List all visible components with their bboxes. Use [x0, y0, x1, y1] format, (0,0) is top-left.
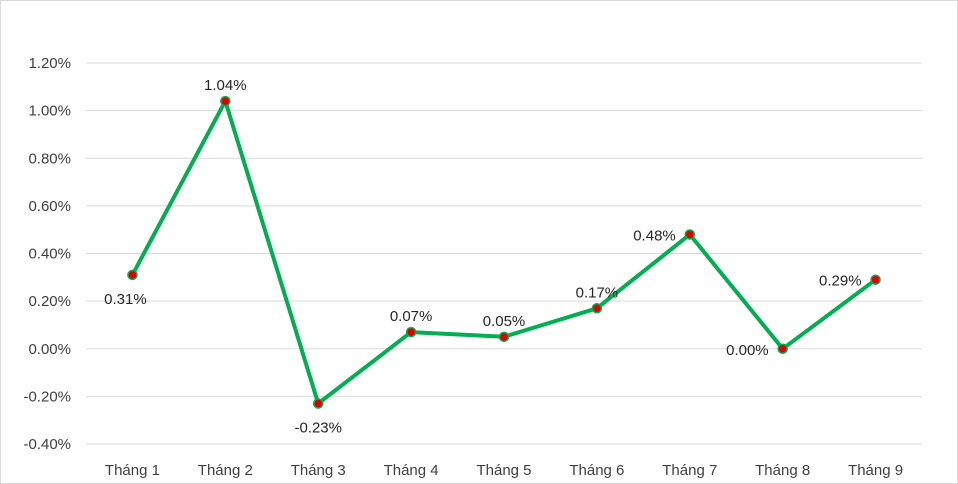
x-tick-label: Tháng 8 [755, 462, 810, 479]
data-markers [127, 95, 881, 409]
data-point-marker [870, 274, 881, 285]
y-tick-label: 1.20% [28, 55, 71, 72]
data-point-marker [405, 326, 417, 338]
data-point-marker [684, 229, 696, 240]
x-axis-tick-labels: Tháng 1 Tháng 2 Tháng 3 Tháng 4 Tháng 5 Tháng… [105, 462, 903, 479]
y-tick-label: -0.40% [23, 436, 71, 453]
x-tick-label: Tháng 7 [662, 462, 717, 479]
y-tick-label: 0.20% [28, 293, 71, 310]
y-tick-label: -0.20% [23, 388, 71, 405]
x-tick-label: Tháng 3 [291, 462, 346, 479]
x-tick-label: Tháng 1 [105, 462, 160, 479]
y-tick-label: 0.00% [28, 341, 71, 358]
data-label: 0.07% [390, 308, 433, 325]
y-tick-label: 0.80% [28, 150, 71, 167]
x-tick-label: Tháng 6 [569, 462, 624, 479]
x-tick-label: Tháng 2 [198, 462, 253, 479]
data-point-marker [220, 95, 231, 107]
x-tick-label: Tháng 9 [848, 462, 903, 479]
data-label: -0.23% [294, 420, 342, 437]
data-label: 0.17% [576, 284, 619, 301]
data-point-marker [777, 343, 788, 354]
data-label: 0.48% [633, 227, 676, 244]
y-tick-label: 0.40% [28, 246, 71, 263]
data-label: 0.00% [726, 342, 769, 359]
data-point-marker [127, 269, 138, 281]
data-point-marker [312, 398, 324, 409]
y-tick-label: 0.60% [28, 198, 71, 215]
y-tick-label: 1.00% [28, 103, 71, 120]
x-tick-label: Tháng 5 [476, 462, 531, 479]
data-label: 0.31% [104, 291, 147, 308]
gridlines [86, 62, 922, 445]
data-point-marker [498, 331, 510, 343]
data-label: 0.05% [483, 313, 526, 330]
data-label: 0.29% [819, 273, 862, 290]
data-label: 1.04% [204, 77, 247, 94]
x-tick-label: Tháng 4 [384, 462, 439, 479]
data-point-marker [591, 303, 603, 314]
data-labels: 0.31% 1.04% -0.23% 0.07% 0.05% 0.17% 0.48% 0.00… [104, 77, 861, 436]
y-axis-tick-labels: 1.20% 1.00% 0.80% 0.60% 0.40% 0.20% 0.00% -0.20… [23, 55, 71, 453]
